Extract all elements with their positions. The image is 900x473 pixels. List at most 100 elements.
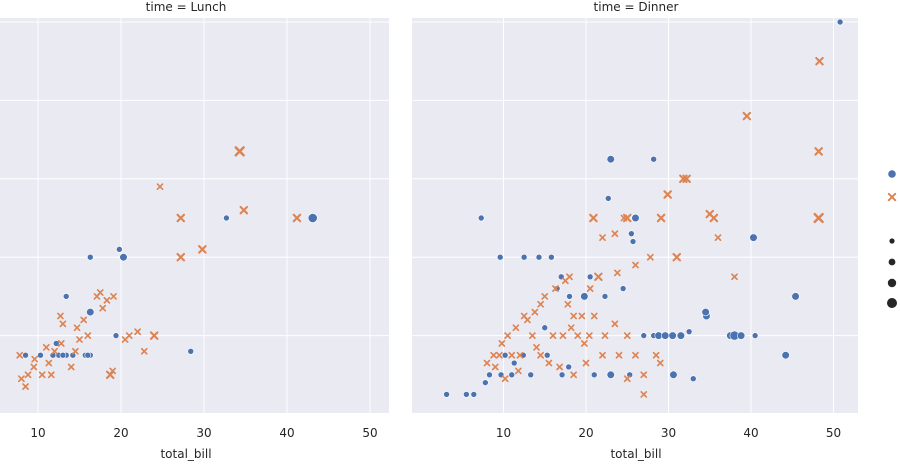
data-point-yes [640, 332, 648, 339]
data-point-yes [520, 253, 528, 261]
data-point-no [42, 343, 50, 351]
data-point-no [149, 331, 159, 340]
data-point-no [599, 234, 606, 241]
data-point-no [514, 367, 522, 375]
data-point-no [30, 363, 38, 371]
data-point-no [110, 293, 117, 300]
panel-lunch-x-label: total_bill [160, 447, 211, 461]
data-point-yes [69, 351, 77, 359]
data-point-no [622, 213, 632, 223]
data-point-no [640, 391, 648, 398]
data-point-no [652, 351, 660, 359]
x-tick-label: 50 [826, 426, 841, 440]
data-point-no [38, 371, 46, 379]
data-point-yes [668, 331, 677, 340]
panel-lunch-grid [0, 18, 389, 413]
data-point-no [623, 375, 631, 383]
x-tick-label: 30 [196, 426, 211, 440]
data-point-yes [463, 391, 470, 398]
data-point-yes [661, 331, 670, 340]
data-point-yes [590, 371, 598, 379]
data-point-no [632, 351, 639, 359]
data-point-yes [470, 391, 478, 398]
data-point-yes [751, 332, 759, 339]
panel-lunch-x-ticks: 10 20 30 40 50 [30, 426, 377, 440]
data-point-yes [565, 363, 572, 371]
data-point-no [24, 371, 32, 379]
x-tick-label: 10 [30, 426, 45, 440]
data-point-no [498, 340, 506, 347]
data-point-no [533, 343, 540, 351]
data-point-yes [650, 155, 657, 163]
x-tick-label: 50 [362, 426, 377, 440]
data-point-no [99, 304, 107, 312]
data-point-yes [501, 351, 509, 359]
data-point-yes [86, 253, 94, 261]
data-point-no [640, 371, 648, 379]
data-point-yes [443, 391, 450, 398]
data-point-no [45, 359, 53, 367]
data-point-no [564, 300, 572, 308]
data-point-yes [736, 331, 746, 340]
data-point-no [574, 332, 582, 339]
data-point-no [531, 308, 539, 316]
legend-hue-yes-marker [888, 170, 896, 178]
data-point-no [815, 56, 824, 66]
data-point-yes [626, 371, 634, 379]
data-point-no [67, 363, 75, 371]
data-point-no [545, 359, 553, 367]
data-point-yes [619, 285, 627, 292]
data-point-no [682, 174, 691, 184]
data-point-yes [84, 351, 92, 359]
data-point-no [31, 355, 39, 363]
data-point-no [501, 375, 509, 383]
data-point-no [590, 312, 598, 320]
x-tick-label: 20 [578, 426, 593, 440]
data-point-no [96, 289, 104, 296]
panel-lunch-title: time = Lunch [146, 0, 227, 14]
data-point-no [578, 312, 586, 320]
data-point-no [814, 147, 823, 156]
data-point-no [22, 383, 29, 390]
data-point-no [483, 359, 491, 367]
data-point-yes [482, 379, 489, 386]
data-point-no [125, 332, 133, 339]
data-point-no [646, 253, 654, 261]
data-point-no [508, 351, 516, 359]
legend-hue-no-marker [887, 192, 897, 202]
data-point-no [76, 336, 83, 343]
data-point-no [552, 285, 559, 292]
data-point-no [562, 277, 569, 285]
data-point-no [589, 213, 598, 223]
data-point-yes [604, 195, 612, 202]
data-point-no [613, 269, 621, 277]
data-point-no [504, 332, 511, 339]
data-point-no [714, 234, 722, 241]
data-point-yes [548, 253, 555, 261]
data-point-yes [486, 371, 493, 379]
x-tick-label: 20 [113, 426, 128, 440]
data-point-no [586, 285, 594, 292]
data-point-no [176, 252, 186, 262]
data-point-no [611, 230, 619, 238]
data-point-no [234, 146, 245, 157]
data-point-no [239, 205, 249, 215]
panel-lunch: 10 20 30 40 50 time = Lunch total_bill [0, 0, 389, 461]
data-point-yes [187, 347, 195, 355]
x-tick-label: 40 [279, 426, 294, 440]
data-point-yes [606, 370, 615, 379]
data-point-no [496, 351, 503, 359]
data-point-yes [37, 351, 44, 359]
legend [887, 170, 897, 308]
data-point-no [663, 190, 672, 199]
panel-dinner-x-ticks: 10 20 30 40 50 [496, 426, 841, 440]
data-point-no [57, 312, 64, 320]
data-point-no [731, 273, 738, 281]
panel-dinner-title: time = Dinner [594, 0, 679, 14]
data-point-no [292, 213, 302, 223]
data-point-no [541, 293, 549, 300]
data-point-yes [535, 253, 543, 261]
data-point-no [585, 332, 593, 339]
data-point-no [59, 320, 67, 328]
data-point-yes [527, 371, 535, 379]
